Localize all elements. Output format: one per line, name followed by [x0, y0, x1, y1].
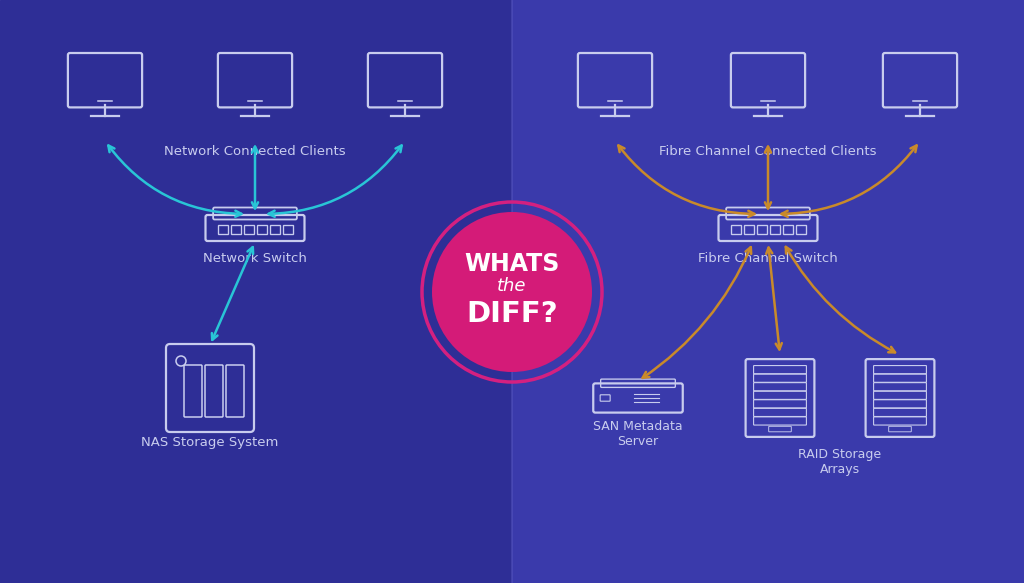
- FancyArrowPatch shape: [765, 146, 771, 209]
- Bar: [796, 224, 806, 234]
- Bar: [769, 224, 779, 234]
- FancyArrowPatch shape: [618, 145, 755, 217]
- Bar: [230, 224, 241, 234]
- Text: Fibre Channel Switch: Fibre Channel Switch: [698, 252, 838, 265]
- Bar: [256, 224, 266, 234]
- Text: NAS Storage System: NAS Storage System: [141, 436, 279, 449]
- Bar: [730, 224, 740, 234]
- Text: Network Connected Clients: Network Connected Clients: [164, 145, 346, 158]
- Text: the: the: [498, 277, 526, 295]
- Bar: [0, 0, 512, 583]
- FancyArrowPatch shape: [268, 146, 401, 217]
- Bar: [283, 224, 293, 234]
- Bar: [512, 0, 1024, 583]
- Bar: [217, 224, 227, 234]
- FancyArrowPatch shape: [109, 146, 242, 217]
- FancyArrowPatch shape: [252, 146, 258, 209]
- Circle shape: [432, 212, 592, 372]
- FancyArrowPatch shape: [766, 248, 781, 349]
- Text: Network Switch: Network Switch: [203, 252, 307, 265]
- Bar: [244, 224, 254, 234]
- Text: DIFF?: DIFF?: [466, 300, 558, 328]
- Text: Fibre Channel Connected Clients: Fibre Channel Connected Clients: [659, 145, 877, 158]
- Text: SAN Metadata
Server: SAN Metadata Server: [593, 420, 683, 448]
- Bar: [269, 224, 280, 234]
- Text: RAID Storage
Arrays: RAID Storage Arrays: [799, 448, 882, 476]
- Bar: [782, 224, 793, 234]
- Bar: [757, 224, 767, 234]
- FancyArrowPatch shape: [781, 145, 916, 217]
- FancyArrowPatch shape: [785, 247, 895, 352]
- FancyArrowPatch shape: [643, 247, 752, 378]
- FancyArrowPatch shape: [212, 247, 253, 340]
- Bar: [743, 224, 754, 234]
- Text: WHATS: WHATS: [464, 252, 560, 276]
